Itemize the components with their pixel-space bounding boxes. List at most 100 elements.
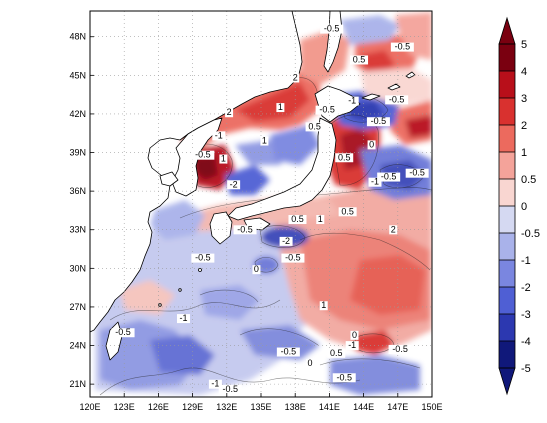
colorbar-segment: [499, 341, 515, 368]
colorbar-segment: [499, 152, 515, 179]
contour-label-bg: [176, 314, 190, 324]
colorbar-tick-label: -2: [521, 282, 531, 294]
contour-label-bg: [390, 42, 414, 52]
colorbar-segment: [499, 314, 515, 341]
colorbar-segment: [499, 125, 515, 152]
contour-label: 0: [369, 139, 374, 149]
contour-label: -1: [348, 96, 356, 106]
contour-label-bg: [219, 154, 228, 164]
contour-label: -0.5: [222, 384, 238, 394]
contour-label: 0.5: [291, 214, 304, 224]
lon-tick-label: 150E: [421, 402, 442, 412]
lon-tick-label: 129E: [182, 402, 203, 412]
contour-label-bg: [227, 180, 241, 190]
contour-label-bg: [388, 344, 412, 354]
contour-label-bg: [350, 55, 369, 65]
contour-label-bg: [368, 177, 382, 187]
contour-label: 0.5: [338, 152, 351, 162]
colorbar-segment: [499, 260, 515, 287]
contour-label-bg: [367, 140, 376, 150]
contour-label: -0.5: [409, 168, 425, 178]
contour-label: -0.5: [324, 24, 340, 34]
contour-label: -0.5: [195, 253, 211, 263]
contour-label-bg: [212, 131, 226, 141]
contour-label-bg: [316, 215, 325, 225]
lat-tick-label: 48N: [69, 32, 86, 42]
contour-label: 2: [227, 107, 232, 117]
axes: 120E 123E 126E 129E 132E 135E 138E 141E 144E 147E…: [69, 32, 442, 412]
colorbar-extend-min: [498, 367, 516, 396]
colorbar-tick-label: 2: [521, 120, 527, 132]
lon-tick-label: 126E: [148, 402, 169, 412]
contour-label: -0.5: [336, 372, 352, 382]
contour-label: 1: [221, 154, 226, 164]
contour-label: -2: [282, 236, 290, 246]
lat-tick-label: 30N: [69, 263, 86, 273]
lon-tick-label: 135E: [250, 402, 271, 412]
colorbar-tick-label: 1: [521, 147, 527, 159]
contour-label: -0.5: [237, 224, 253, 234]
contour-label-bg: [320, 24, 344, 34]
colorbar-segment: [499, 233, 515, 260]
contour-label: 0: [308, 358, 313, 368]
lat-tick-label: 24N: [69, 341, 86, 351]
contour-label-bg: [305, 122, 324, 132]
contour-label-bg: [260, 136, 269, 146]
contour-label-bg: [319, 301, 328, 311]
contour-label-bg: [218, 384, 242, 394]
contour-label-bg: [279, 236, 293, 246]
contour-label-bg: [252, 265, 261, 275]
colorbar-tick-label: 5: [521, 39, 527, 51]
contour-label: -0.5: [371, 116, 387, 126]
colorbar-tick-label: 3: [521, 93, 527, 105]
lat-tick-label: 45N: [69, 70, 86, 80]
contour-label-bg: [338, 207, 357, 217]
contour-label-bg: [306, 359, 315, 369]
colorbar-segment: [499, 71, 515, 98]
lon-tick-label: 141E: [319, 402, 340, 412]
contour-label-bg: [405, 168, 429, 178]
contour-label-bg: [225, 108, 234, 118]
contour-label: 2: [391, 224, 396, 234]
contour-label-bg: [327, 348, 346, 358]
contour-label: 1: [318, 214, 323, 224]
contour-label-bg: [389, 225, 398, 235]
colorbar-segment: [499, 98, 515, 125]
lon-tick-label: 123E: [114, 402, 135, 412]
contour-label: -0.5: [395, 42, 411, 52]
contour-label: -1: [371, 177, 379, 187]
contour-label: 1: [321, 300, 326, 310]
contour-label: 0.5: [353, 54, 366, 64]
colorbar-tick-label: 4: [521, 66, 527, 78]
contour-label-bg: [288, 215, 307, 225]
contour-label: -0.5: [319, 105, 335, 115]
colorbar-tick-label: -0.5: [521, 228, 540, 240]
lon-tick-label: 147E: [387, 402, 408, 412]
lon-tick-label: 144E: [353, 402, 374, 412]
contour-label-bg: [276, 103, 285, 113]
lat-tick-label: 36N: [69, 186, 86, 196]
contour-label: -0.5: [389, 94, 405, 104]
contour-label-bg: [377, 172, 401, 182]
contour-label-bg: [335, 153, 354, 163]
contour-label: -1: [211, 379, 219, 389]
contour-label-bg: [385, 95, 409, 105]
contour-label-bg: [233, 225, 257, 235]
contour-label: 1: [278, 102, 283, 112]
colorbar-tick-label: -1: [521, 255, 531, 267]
colorbar-segment: [499, 44, 515, 71]
contour-label-bg: [281, 253, 305, 263]
contour-label-bg: [191, 253, 215, 263]
contour-label-bg: [276, 347, 300, 357]
contour-label-bg: [191, 150, 215, 160]
lon-tick-label: 132E: [216, 402, 237, 412]
contour-label: -1: [215, 130, 223, 140]
contour-label-bg: [111, 328, 135, 338]
colorbar-segment: [499, 179, 515, 206]
colorbar-tick-label: 0.5: [521, 174, 536, 186]
lat-tick-label: 21N: [69, 379, 86, 389]
colorbar-segment: [499, 287, 515, 314]
contour-label: 0: [254, 264, 259, 274]
contour-label: 2: [293, 72, 298, 82]
